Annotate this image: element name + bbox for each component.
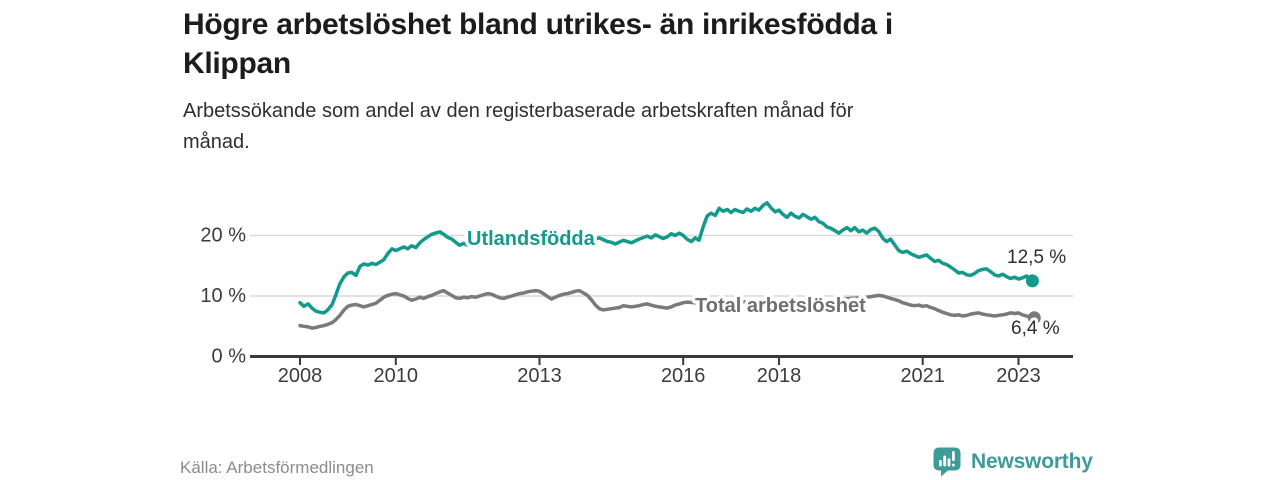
y-axis-tick-label: 10 %	[200, 285, 246, 307]
series-label-utlandsfodda: Utlandsfödda	[467, 228, 596, 250]
page-title: Högre arbetslöshet bland utrikes- än inr…	[183, 5, 1123, 83]
page-title-line2: Klippan	[183, 47, 291, 80]
page-title-line1: Högre arbetslöshet bland utrikes- än inr…	[183, 8, 893, 41]
chart-subtitle-line2: månad.	[183, 131, 250, 153]
x-axis-tick-label: 2010	[374, 365, 419, 387]
x-axis-tick-label: 2023	[996, 365, 1041, 387]
source-text: Källa: Arbetsförmedlingen	[180, 458, 374, 477]
end-value-label-utlandsfodda: 12,5 %	[1007, 247, 1066, 268]
y-axis-tick-label: 0 %	[212, 346, 247, 368]
y-axis-tick-label: 20 %	[200, 225, 246, 247]
newsworthy-icon	[933, 447, 961, 477]
newsworthy-wordmark: Newsworthy	[971, 449, 1093, 473]
x-axis-tick-label: 2016	[661, 365, 706, 387]
series-end-dot-total	[1027, 311, 1041, 325]
series-line-total	[298, 288, 1037, 330]
x-axis-tick-label: 2013	[517, 365, 562, 387]
x-axis-tick-label: 2018	[757, 365, 802, 387]
x-axis-tick-label: 2008	[278, 365, 323, 387]
chart-subtitle-line1: Arbetssökande som andel av den registerb…	[183, 100, 854, 122]
end-value-label-total: 6,4 %	[1011, 318, 1060, 339]
newsworthy-logo: Newsworthy	[932, 446, 1093, 477]
series-label-total: Total arbetslöshet	[695, 295, 866, 317]
series-end-dot-utlandsfodda	[1025, 274, 1039, 288]
x-axis-tick-label: 2021	[900, 365, 945, 387]
chart-subtitle: Arbetssökande som andel av den registerb…	[183, 96, 1023, 158]
series-line-utlandsfodda	[298, 201, 1035, 315]
